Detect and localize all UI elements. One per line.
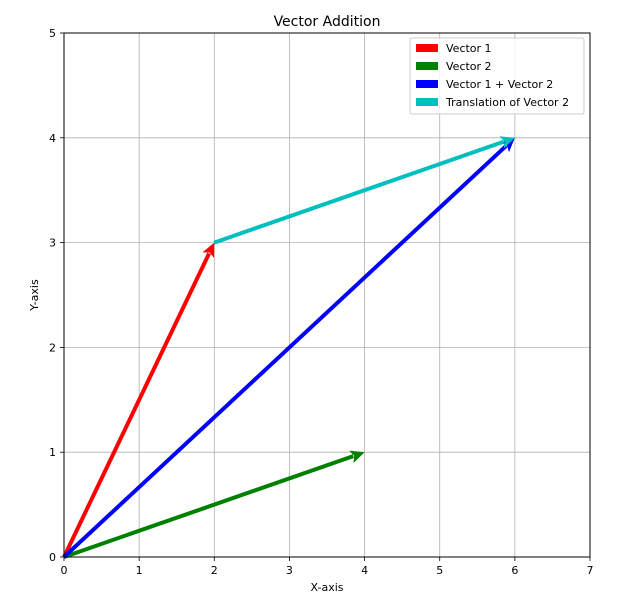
y-tick-label: 0: [49, 551, 56, 564]
y-tick-label: 5: [49, 27, 56, 40]
legend-swatch: [416, 80, 438, 88]
x-tick-label: 2: [211, 564, 218, 577]
plot-frame: [63, 32, 591, 558]
vector-shaft: [62, 252, 211, 558]
legend-swatch: [416, 62, 438, 70]
vector-arrowhead: [202, 242, 215, 259]
legend-entry: Vector 1 + Vector 2: [416, 78, 553, 91]
legend-label: Translation of Vector 2: [445, 96, 569, 109]
vector-shaft: [213, 139, 505, 245]
x-tick-label: 5: [436, 564, 443, 577]
vectors: [62, 136, 515, 559]
legend-label: Vector 1: [446, 42, 492, 55]
y-axis-label: Y-axis: [28, 279, 41, 312]
chart-title: Vector Addition: [274, 14, 381, 30]
legend-entry: Vector 1: [416, 42, 492, 55]
legend-entry: Vector 2: [416, 60, 492, 73]
vector-arrow-2: [63, 450, 365, 559]
y-tick-label: 2: [49, 341, 56, 354]
legend: Vector 1 Vector 2 Vector 1 + Vector 2 Trans…: [409, 37, 585, 115]
y-tick-label: 1: [49, 446, 56, 459]
x-tick-label: 4: [361, 564, 368, 577]
vector-arrow-1: [62, 242, 215, 558]
vector-shaft: [62, 144, 508, 559]
vector-shaft: [63, 454, 354, 559]
legend-swatch: [416, 98, 438, 106]
x-tick-label: 6: [511, 564, 518, 577]
vector-arrow-4: [213, 136, 515, 245]
x-tick-label: 3: [286, 564, 293, 577]
vector-arrowhead: [349, 450, 365, 463]
legend-box: [409, 37, 585, 115]
x-axis-label: X-axis: [311, 581, 344, 594]
legend-entry: Translation of Vector 2: [416, 96, 569, 109]
vector-arrowhead: [499, 136, 515, 149]
legend-swatch: [416, 44, 438, 52]
vector-arrowhead: [500, 137, 515, 153]
x-tick-label: 1: [136, 564, 143, 577]
x-tick-label: 7: [587, 564, 594, 577]
legend-label: Vector 2: [446, 60, 492, 73]
x-tick-label: 0: [61, 564, 68, 577]
y-tick-label: 4: [49, 132, 56, 145]
axis-ticks: 0 1 2 3 4 5 6 7 0 1 2 3 4 5: [49, 27, 594, 577]
vector-arrow-3: [62, 137, 515, 559]
y-tick-label: 3: [49, 237, 56, 250]
legend-label: Vector 1 + Vector 2: [446, 78, 553, 91]
legend-items: Vector 1 Vector 2 Vector 1 + Vector 2 Trans…: [416, 42, 569, 109]
